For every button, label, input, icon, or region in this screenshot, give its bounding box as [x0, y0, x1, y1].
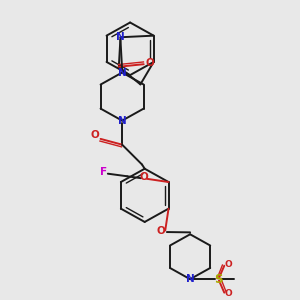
Text: O: O	[157, 226, 166, 236]
Text: N: N	[186, 274, 194, 284]
Text: N: N	[116, 32, 125, 42]
Text: O: O	[225, 260, 232, 269]
Text: N: N	[118, 68, 127, 77]
Text: N: N	[118, 116, 127, 126]
Text: F: F	[100, 167, 107, 177]
Text: O: O	[145, 58, 154, 68]
Text: O: O	[225, 289, 232, 298]
Text: S: S	[214, 273, 223, 286]
Text: O: O	[139, 172, 148, 182]
Text: O: O	[91, 130, 100, 140]
